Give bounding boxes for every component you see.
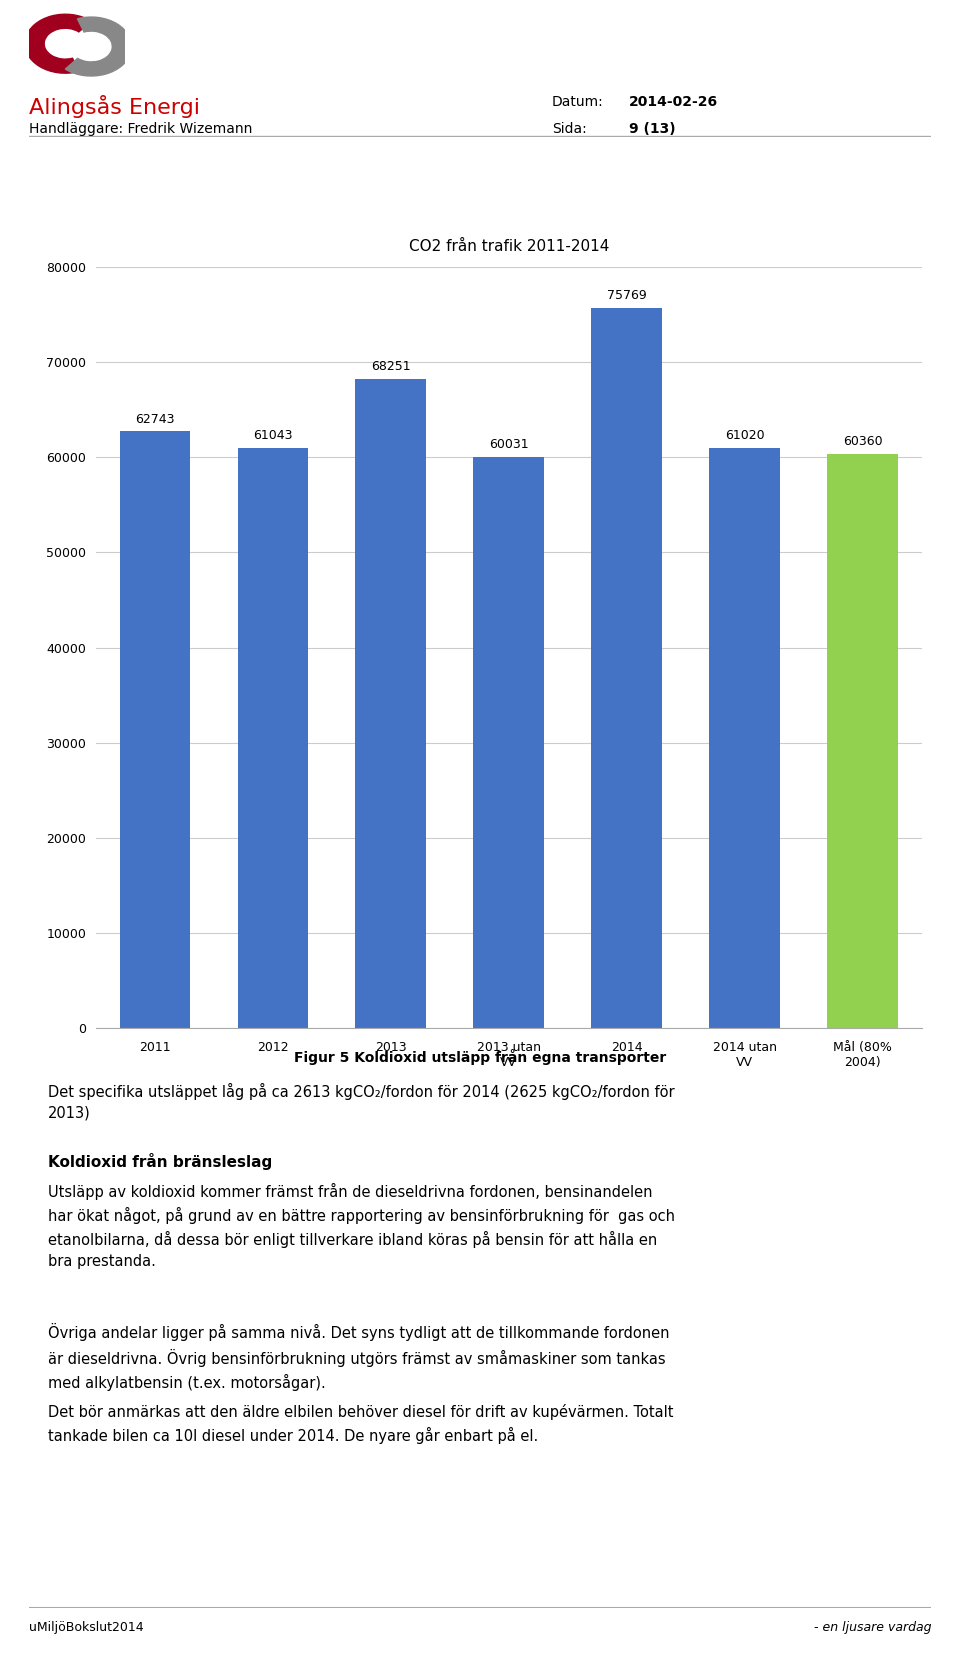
Text: Handläggare: Fredrik Wizemann: Handläggare: Fredrik Wizemann	[29, 122, 252, 135]
Wedge shape	[25, 15, 91, 74]
Text: 68251: 68251	[372, 361, 411, 373]
Text: Det bör anmärkas att den äldre elbilen behöver diesel för drift av kupévärmen. T: Det bör anmärkas att den äldre elbilen b…	[48, 1404, 674, 1444]
Bar	[828, 455, 898, 1028]
Text: Sida:: Sida:	[552, 122, 587, 135]
Text: 60031: 60031	[489, 438, 529, 451]
Text: Datum:: Datum:	[552, 95, 604, 109]
Bar	[591, 307, 662, 1028]
Title: CO2 från trafik 2011-2014: CO2 från trafik 2011-2014	[409, 239, 609, 254]
Text: Koldioxid från bränsleslag: Koldioxid från bränsleslag	[48, 1153, 273, 1170]
Text: Det specifika utsläppet låg på ca 2613 kgCO₂/fordon för 2014 (2625 kgCO₂/fordon : Det specifika utsläppet låg på ca 2613 k…	[48, 1083, 675, 1121]
Text: 61043: 61043	[253, 429, 293, 441]
Text: 75769: 75769	[607, 289, 647, 302]
Text: - en ljusare vardag: - en ljusare vardag	[814, 1621, 931, 1634]
Bar	[473, 458, 544, 1028]
Bar	[120, 431, 190, 1028]
Bar	[709, 448, 780, 1028]
Text: 61020: 61020	[725, 429, 764, 443]
Bar	[355, 379, 426, 1028]
Text: 9 (13): 9 (13)	[629, 122, 676, 135]
Text: Utsläpp av koldioxid kommer främst från de dieseldrivna fordonen, bensinandelen
: Utsläpp av koldioxid kommer främst från …	[48, 1183, 675, 1270]
Text: Figur 5 Koldioxid utsläpp från egna transporter: Figur 5 Koldioxid utsläpp från egna tran…	[294, 1049, 666, 1066]
Bar	[237, 448, 308, 1028]
Text: uMiljöBokslut2014: uMiljöBokslut2014	[29, 1621, 143, 1634]
Text: Övriga andelar ligger på samma nivå. Det syns tydligt att de tillkommande fordon: Övriga andelar ligger på samma nivå. Det…	[48, 1323, 669, 1390]
Text: 2014-02-26: 2014-02-26	[629, 95, 718, 109]
Text: 60360: 60360	[843, 436, 882, 448]
Text: 62743: 62743	[135, 413, 175, 426]
Wedge shape	[65, 17, 132, 75]
Text: Alingsås Energi: Alingsås Energi	[29, 95, 200, 119]
